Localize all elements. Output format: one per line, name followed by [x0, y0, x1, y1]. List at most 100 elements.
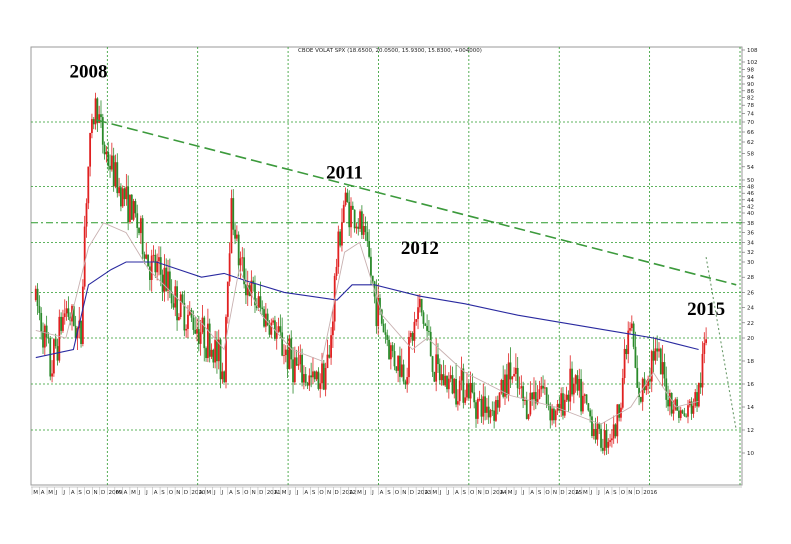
candle-body: [43, 325, 46, 348]
candle-body: [217, 339, 220, 362]
candle-body: [163, 267, 166, 292]
x-tick-label: 2016: [643, 490, 657, 496]
candle-body: [415, 319, 418, 322]
x-tick-label: D: [101, 490, 105, 496]
candle-body: [502, 379, 505, 397]
candle-body: [569, 368, 572, 402]
candle-body: [321, 363, 323, 384]
x-tick-label: A: [229, 490, 233, 496]
candle-body: [101, 117, 104, 145]
candle-body: [317, 371, 320, 389]
candle-body: [188, 310, 191, 315]
x-tick-label: J: [220, 490, 223, 496]
y-tick-label: 38: [747, 221, 754, 227]
candle-body: [121, 188, 124, 207]
candle-body: [91, 119, 93, 134]
x-tick-label: M: [116, 490, 121, 496]
candle-body: [36, 288, 39, 307]
x-tick-label: A: [530, 490, 534, 496]
candle-body: [424, 323, 427, 326]
candle-body: [245, 284, 247, 296]
candle-body: [355, 226, 358, 229]
candle-body: [699, 382, 702, 388]
candle-body: [67, 308, 70, 317]
x-tick-label: 2012: [342, 490, 356, 496]
candle-body: [322, 363, 325, 390]
candle-body: [125, 186, 128, 200]
x-tick-label: 2011: [267, 490, 281, 496]
candle-body: [353, 209, 356, 229]
candle-body: [150, 255, 153, 280]
candle-body: [246, 285, 249, 296]
candle-body: [518, 388, 521, 389]
x-tick-label: A: [455, 490, 459, 496]
candle-body: [51, 373, 53, 377]
candles: [34, 92, 708, 456]
candle-body: [513, 373, 515, 377]
candle-body: [65, 308, 68, 314]
y-tick-label: 12: [747, 428, 754, 434]
candle-body: [206, 323, 209, 359]
candle-body: [589, 410, 592, 417]
x-tick-label: O: [319, 490, 324, 496]
y-tick-label: 66: [747, 130, 754, 136]
candle-body: [487, 406, 490, 418]
candle-body: [114, 162, 117, 187]
y-tick-label: 42: [747, 204, 754, 210]
x-tick-label: D: [410, 490, 414, 496]
candle-body: [395, 366, 398, 371]
candle-body: [531, 392, 534, 400]
x-tick-label: J: [364, 490, 367, 496]
x-tick-label: N: [628, 490, 632, 496]
candle-body: [279, 326, 282, 333]
candle-body: [270, 322, 273, 335]
candle-body: [132, 201, 135, 220]
candle-body: [638, 387, 640, 397]
candle-body: [230, 198, 233, 254]
candle-body: [418, 298, 421, 308]
y-tick-label: 70: [747, 120, 754, 126]
y-tick-label: 102: [747, 60, 758, 66]
candle-body: [221, 371, 224, 380]
y-tick-label: 10: [747, 451, 754, 457]
x-tick-label: N: [478, 490, 482, 496]
candle-body: [388, 339, 390, 360]
x-tick-label: J: [213, 490, 216, 496]
candle-body: [134, 201, 137, 214]
candle-body: [600, 428, 602, 448]
candle-body: [509, 362, 512, 380]
y-tick-label: 48: [747, 185, 754, 191]
candle-body: [563, 399, 566, 416]
candle-body: [681, 410, 684, 414]
candle-body: [330, 335, 332, 358]
candle-body: [192, 317, 195, 330]
candle-body: [359, 211, 361, 229]
candle-body: [194, 329, 197, 334]
candle-body: [656, 348, 659, 352]
candle-body: [676, 399, 679, 411]
candle-body: [458, 380, 461, 402]
candle-body: [360, 211, 363, 235]
candle-body: [123, 188, 126, 200]
candle-body: [350, 205, 352, 228]
candle-body: [149, 266, 151, 280]
candle-body: [199, 332, 202, 344]
x-tick-label: J: [138, 490, 141, 496]
x-tick-label: A: [304, 490, 308, 496]
x-tick-label: J: [522, 490, 525, 496]
candle-body: [627, 330, 630, 355]
candle-body: [272, 320, 275, 323]
candle-body: [705, 339, 708, 343]
y-tick-label: 46: [747, 191, 754, 197]
x-tick-label: M: [432, 490, 437, 496]
y-tick-label: 32: [747, 250, 754, 256]
candle-body: [520, 386, 523, 389]
candle-body: [319, 383, 322, 389]
year-annotation-2008: 2008: [69, 62, 107, 83]
candle-body: [451, 375, 454, 394]
y-tick-label: 50: [747, 178, 754, 184]
candle-body: [661, 362, 664, 375]
x-tick-label: A: [380, 490, 384, 496]
candle-body: [58, 316, 61, 361]
